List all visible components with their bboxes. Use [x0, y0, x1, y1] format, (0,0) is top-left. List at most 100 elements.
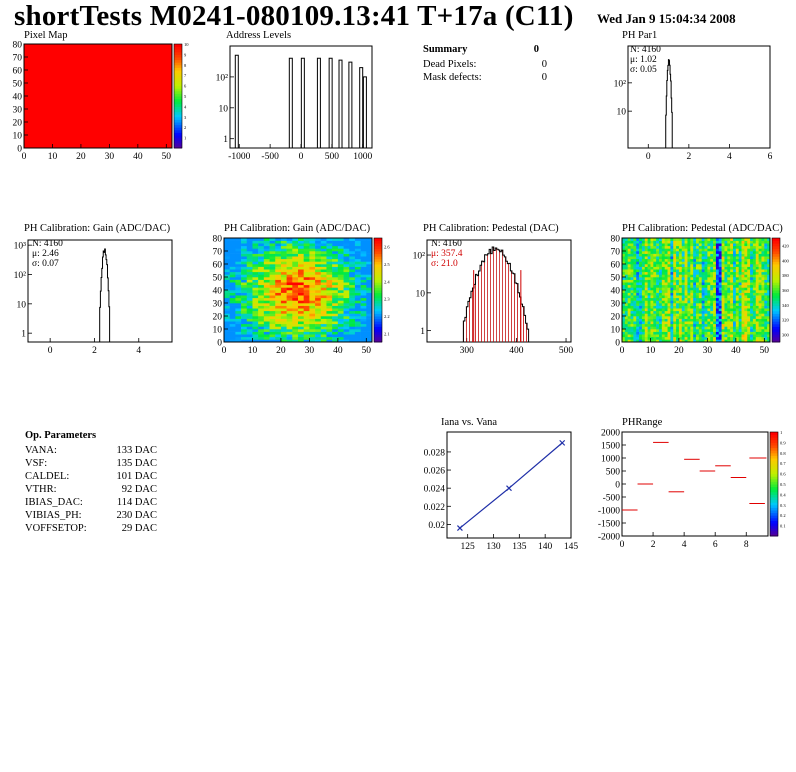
colorbar-label: 300: [782, 333, 790, 338]
heatmap-cell: [366, 284, 373, 288]
heatmap-cell: [639, 308, 643, 312]
heatmap-cell: [258, 245, 265, 249]
heatmap-cell: [224, 243, 230, 247]
colorbar-label: 0.1: [780, 524, 786, 529]
heatmap-cell: [252, 284, 259, 288]
heatmap-cell: [224, 271, 230, 275]
heatmap-cell: [670, 271, 674, 275]
heatmap-cell: [701, 321, 705, 325]
heatmap-cell: [650, 240, 654, 244]
heatmap-cell: [687, 251, 691, 254]
heatmap-cell: [241, 310, 248, 314]
heatmap-cell: [744, 271, 748, 275]
heatmap-cell: [303, 269, 310, 273]
heatmap-cell: [343, 313, 350, 317]
heatmap-cell: [690, 329, 694, 332]
heatmap-cell: [624, 274, 628, 278]
heatmap-cell: [292, 303, 299, 306]
colorbar-cell: [174, 96, 182, 100]
heatmap-cell: [292, 269, 299, 273]
heatmap-cell: [693, 266, 697, 270]
heatmap-cell: [653, 331, 657, 335]
heatmap-cell: [326, 336, 333, 340]
heatmap-cell: [684, 245, 688, 249]
heatmap-cell: [343, 295, 350, 299]
colorbar-cell: [374, 329, 382, 333]
heatmap-cell: [735, 253, 739, 257]
heatmap-cell: [681, 295, 685, 299]
colorbar-cell: [374, 336, 382, 340]
heatmap-cell: [647, 305, 651, 309]
colorbar-cell: [374, 305, 382, 309]
heatmap-cell: [724, 264, 728, 267]
heatmap-cell: [630, 243, 634, 247]
heatmap-cell: [644, 258, 648, 262]
heatmap-cell: [664, 331, 668, 335]
heatmap-cell: [624, 245, 628, 249]
heatmap-cell: [636, 297, 640, 301]
heatmap-cell: [263, 253, 270, 257]
heatmap-cell: [721, 318, 725, 322]
heatmap-cell: [280, 269, 287, 273]
heatmap-cell: [235, 287, 242, 291]
heatmap-cell: [647, 240, 651, 244]
heatmap-cell: [298, 277, 304, 280]
heatmap-cell: [681, 287, 685, 291]
heatmap-cell: [235, 316, 242, 319]
heatmap-cell: [622, 261, 626, 265]
stats-text: σ: 21.0: [431, 259, 458, 269]
heatmap-cell: [641, 282, 646, 286]
heatmap-cell: [298, 264, 304, 267]
colorbar-frame: [769, 431, 779, 537]
heatmap-cell: [229, 297, 236, 301]
heatmap-cell: [721, 321, 725, 325]
heatmap-cell: [767, 334, 771, 338]
heatmap-cell: [280, 256, 287, 260]
heatmap-cell: [755, 297, 759, 301]
x-tick-label: 0: [48, 346, 53, 356]
heatmap-cell: [326, 258, 333, 262]
heatmap-cell: [656, 266, 660, 270]
colorbar-cell: [374, 318, 382, 322]
heatmap-cell: [758, 318, 762, 322]
heatmap-cell: [733, 253, 737, 257]
heatmap-cell: [690, 287, 694, 291]
heatmap-cell: [229, 308, 236, 312]
colorbar-cell: [772, 253, 780, 257]
heatmap-cell: [636, 253, 640, 257]
heatmap-cell: [718, 245, 722, 249]
heatmap-cell: [320, 326, 327, 330]
heatmap-cell: [676, 284, 680, 288]
heatmap-cell: [733, 321, 737, 325]
histogram-bin-fill: [466, 306, 468, 342]
heatmap-cell: [721, 336, 725, 340]
heatmap-cell: [360, 308, 367, 312]
heatmap-cell: [252, 256, 259, 260]
heatmap-cell: [730, 303, 734, 306]
heatmap-cell: [678, 303, 683, 306]
heatmap-cell: [292, 264, 299, 267]
heatmap-cell: [280, 238, 287, 241]
heatmap-cell: [644, 274, 648, 278]
heatmap-cell: [764, 245, 768, 249]
heatmap-cell: [644, 271, 648, 275]
heatmap-cell: [641, 238, 646, 241]
heatmap-cell: [326, 290, 333, 293]
heatmap-cell: [286, 318, 293, 322]
heatmap-cell: [678, 321, 683, 325]
heatmap-cell: [624, 284, 628, 288]
heatmap-cell: [349, 266, 356, 270]
y-tick-label: 50: [213, 274, 223, 284]
colorbar-label: 400: [782, 258, 790, 263]
heatmap-cell: [349, 251, 356, 254]
colorbar-cell: [770, 478, 778, 482]
heatmap-cell: [224, 240, 230, 244]
heatmap-cell: [315, 339, 322, 343]
heatmap-cell: [343, 326, 350, 330]
heatmap-cell: [698, 334, 702, 338]
colorbar-cell: [772, 251, 780, 255]
heatmap-cell: [661, 240, 665, 244]
heatmap-cell: [741, 329, 745, 332]
heatmap-cell: [320, 258, 327, 262]
heatmap-cell: [636, 329, 640, 332]
